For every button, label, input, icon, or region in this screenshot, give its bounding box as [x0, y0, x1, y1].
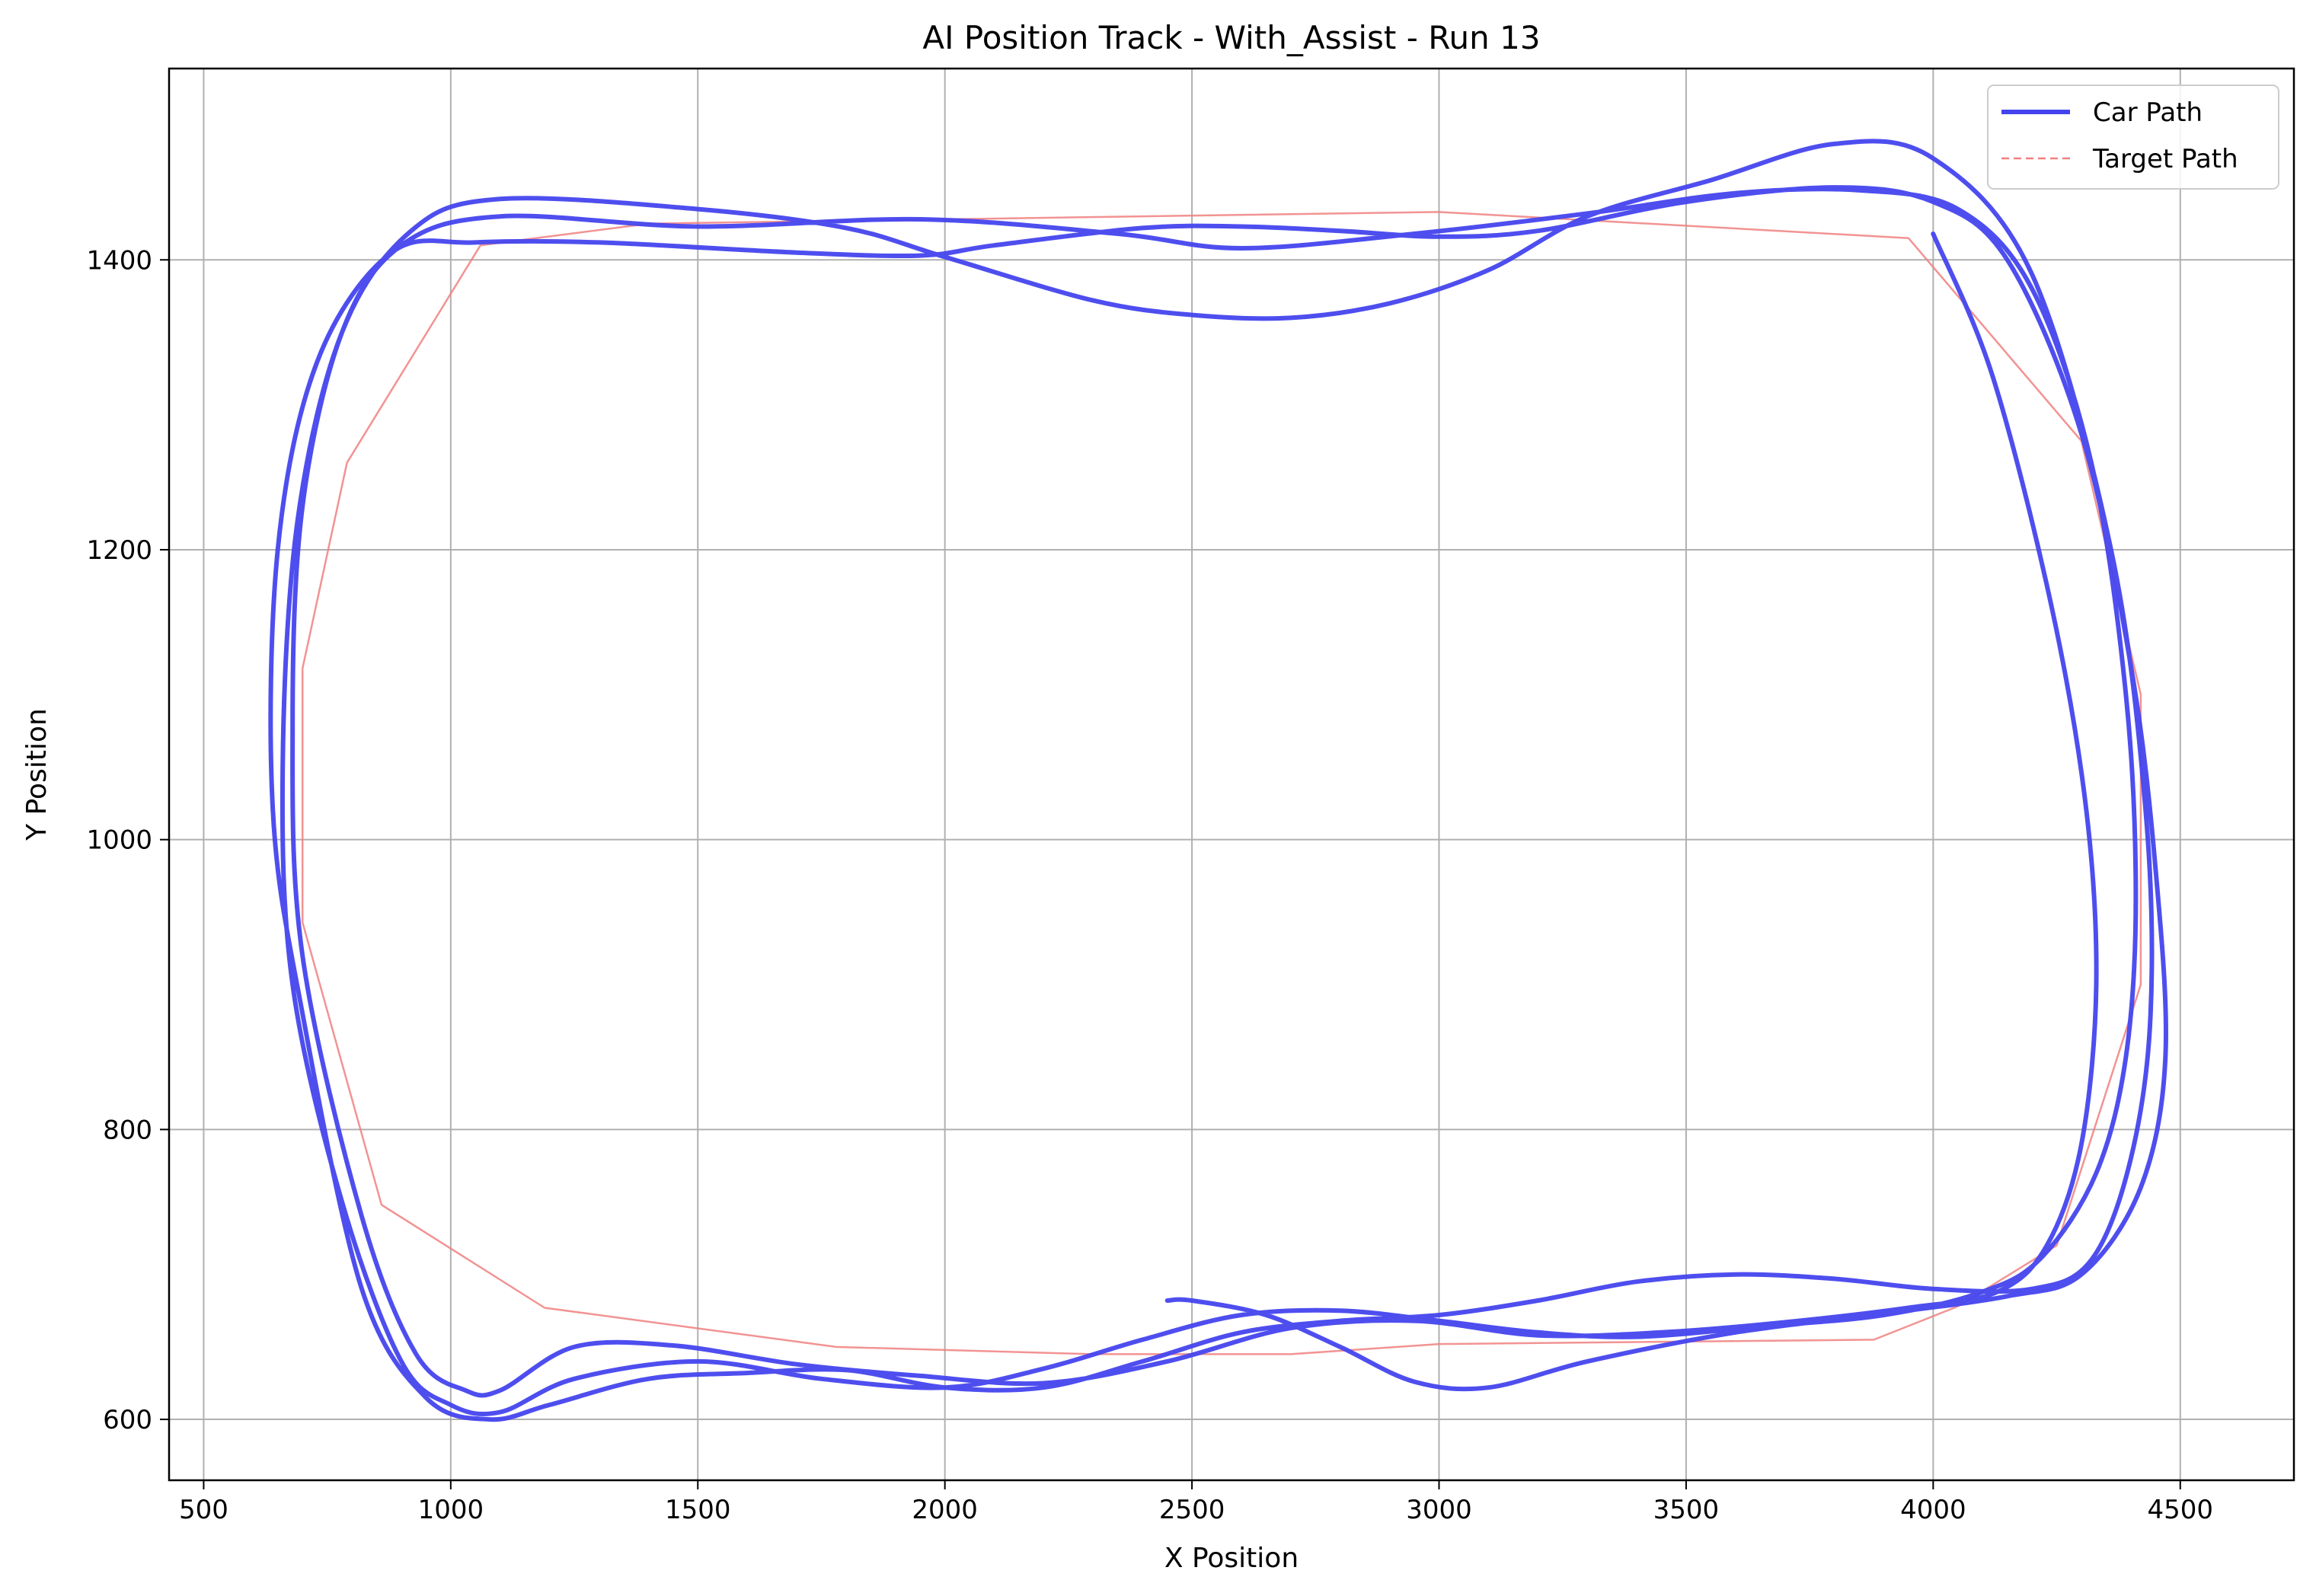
grid-layer	[169, 69, 2294, 1480]
x-tick-label: 1000	[418, 1495, 484, 1525]
legend-target-path-label: Target Path	[2092, 144, 2238, 174]
chart-title: AI Position Track - With_Assist - Run 13	[922, 19, 1540, 56]
series-layer	[268, 139, 2168, 1422]
x-tick-label: 4500	[2148, 1495, 2214, 1525]
y-tick-label: 800	[103, 1115, 152, 1145]
legend-car-path-label: Car Path	[2093, 97, 2203, 128]
y-tick-label: 1400	[86, 245, 152, 276]
x-tick-label: 2500	[1159, 1495, 1225, 1525]
legend: Car Path Target Path	[1987, 85, 2279, 190]
x-tick-label: 1500	[665, 1495, 731, 1525]
x-tick-label: 500	[179, 1495, 228, 1525]
tick-layer: 500 1000 1500 2000 2500 3000 3500 4000 4500 600 80…	[86, 245, 2213, 1525]
y-tick-label: 1200	[86, 535, 152, 566]
y-axis-label: Y Position	[21, 708, 53, 841]
x-tick-label: 2000	[912, 1495, 978, 1525]
y-tick-label: 600	[103, 1405, 152, 1435]
plot-frame	[168, 67, 2295, 1482]
car-path-line	[268, 139, 2168, 1422]
x-tick-label: 4000	[1900, 1495, 1966, 1525]
x-tick-label: 3500	[1653, 1495, 1720, 1525]
y-tick-label: 1000	[86, 825, 152, 856]
x-axis-label: X Position	[1164, 1543, 1299, 1574]
x-tick-label: 3000	[1406, 1495, 1472, 1525]
